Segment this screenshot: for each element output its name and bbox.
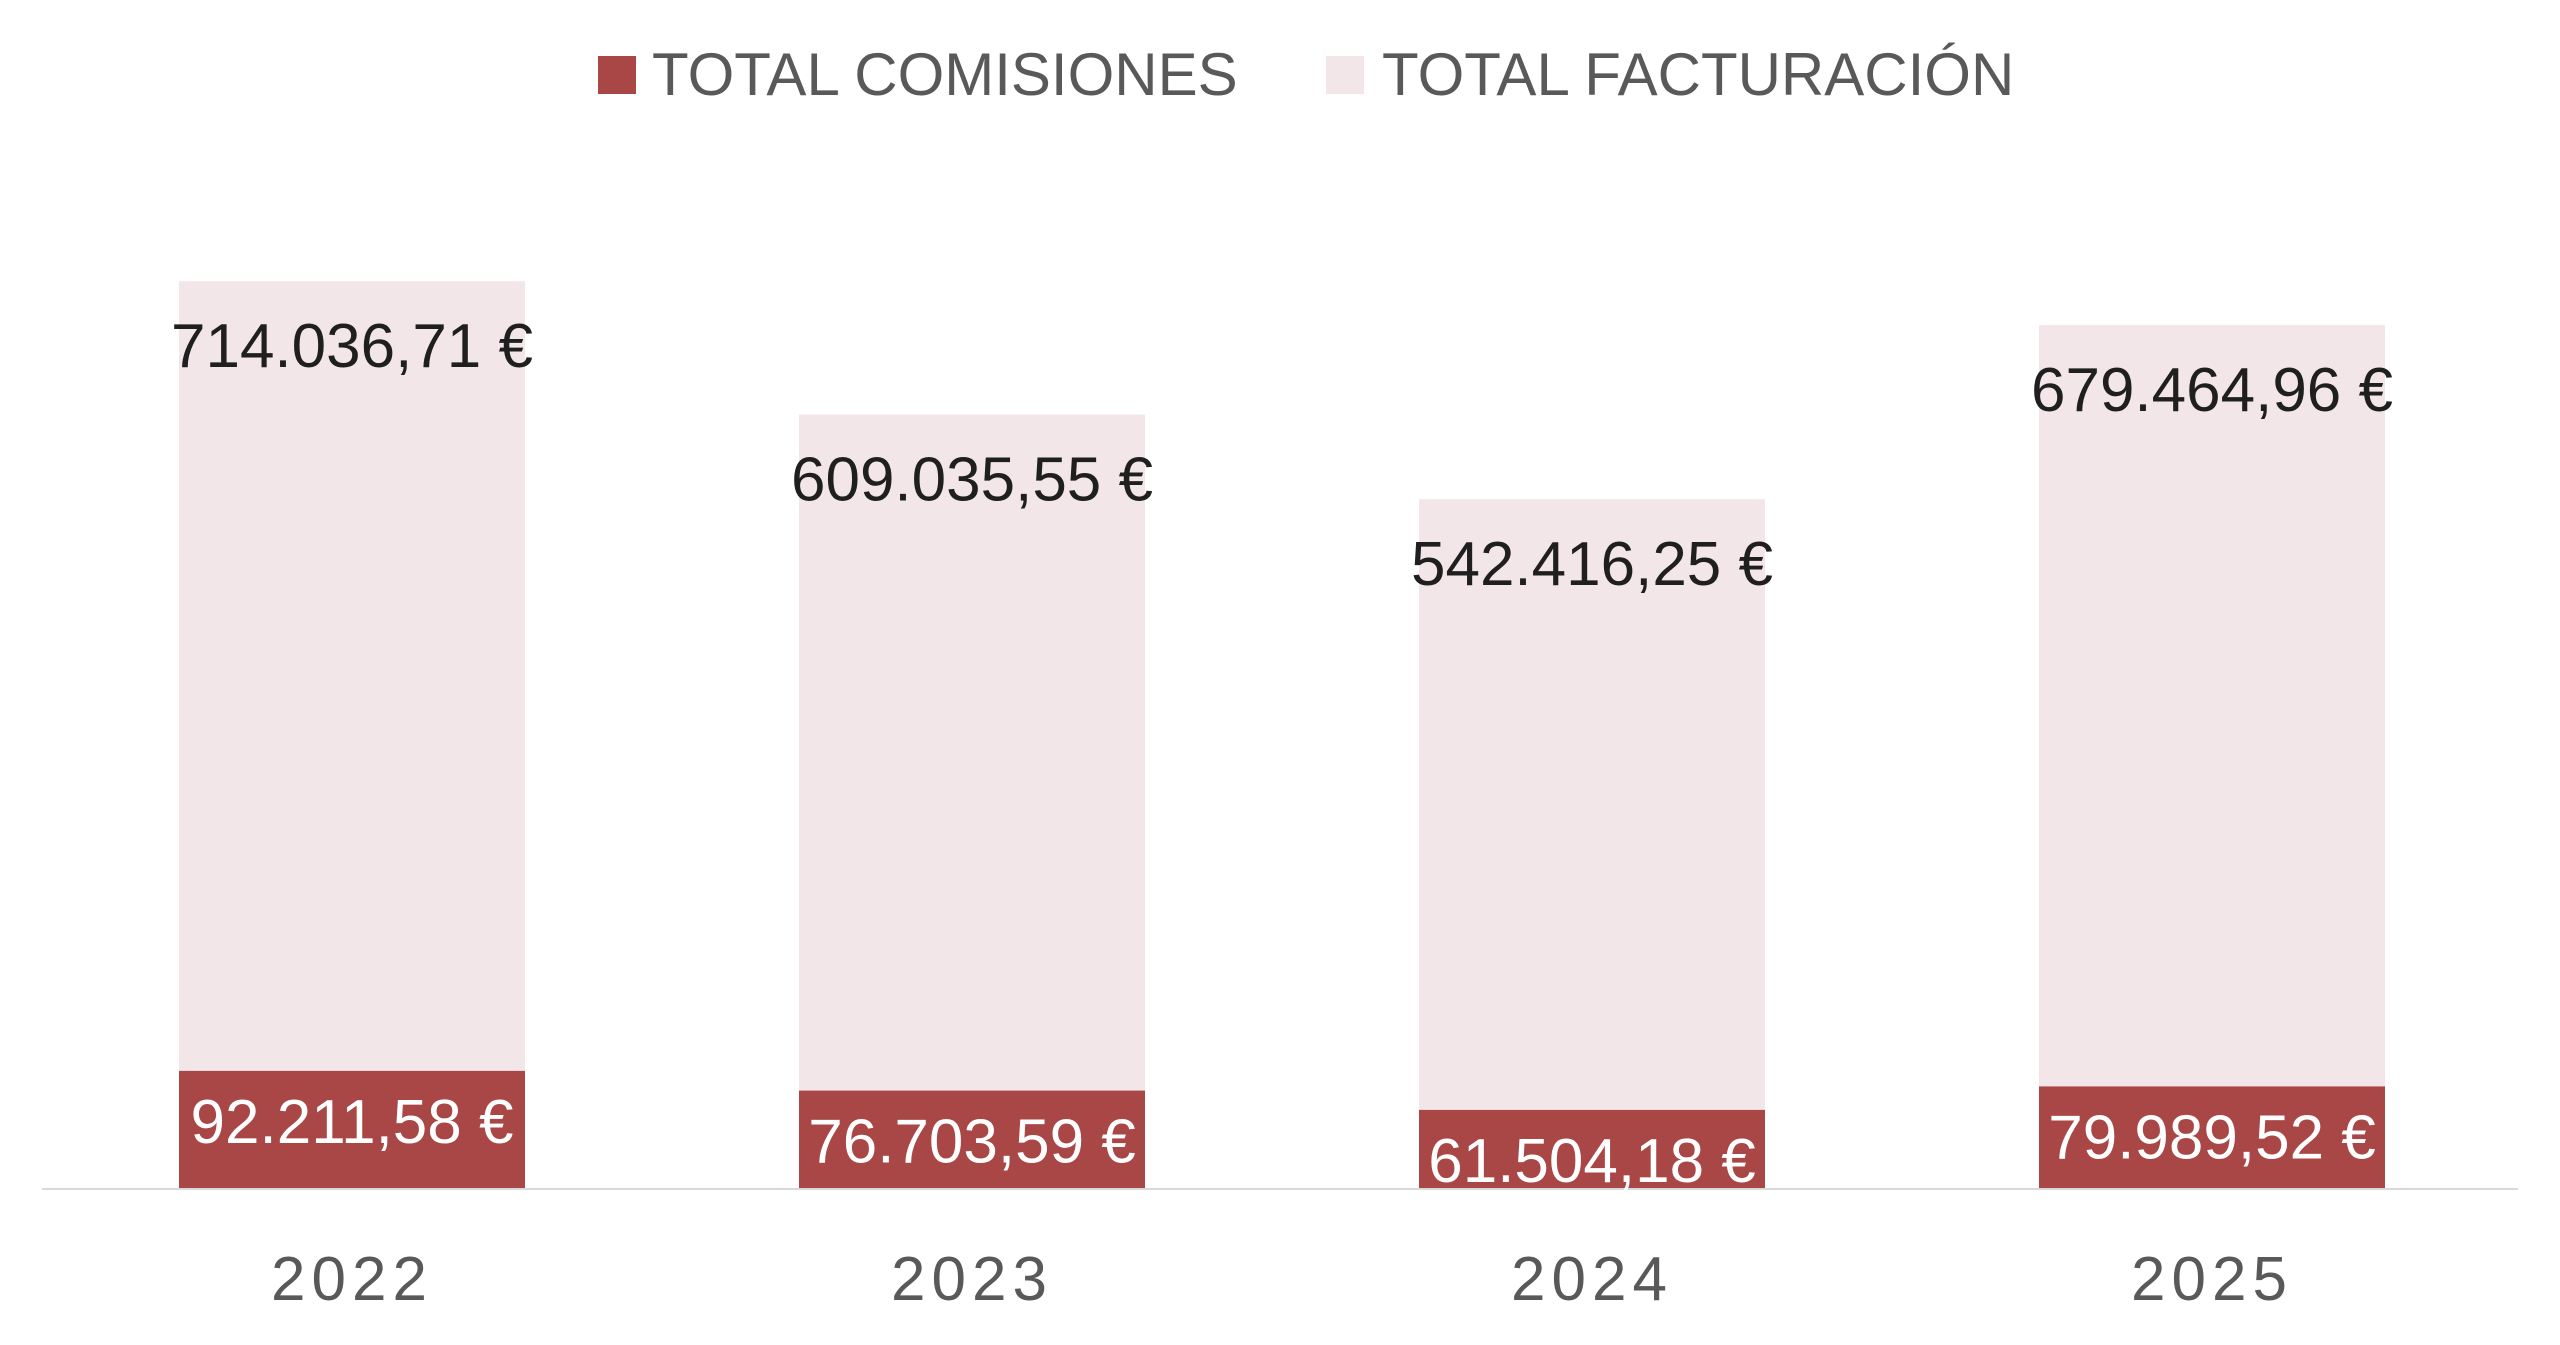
data-label-comisiones-2023: 76.703,59 € <box>808 1108 1136 1177</box>
data-label-facturacion-2025: 679.464,96 € <box>2031 356 2393 425</box>
legend-label-comisiones: TOTAL COMISIONES <box>652 41 1238 108</box>
bar-comisiones-2023 <box>799 1090 1145 1188</box>
bar-comisiones-2025 <box>2039 1086 2385 1188</box>
data-label-comisiones-2022: 92.211,58 € <box>191 1088 514 1157</box>
bar-comisiones-2022 <box>179 1070 525 1188</box>
bar-facturacion-2025 <box>2039 325 2385 1189</box>
bar-facturacion-2022 <box>179 281 525 1189</box>
data-label-facturacion-2024: 542.416,25 € <box>1411 530 1773 599</box>
data-label-comisiones-2025: 79.989,52 € <box>2048 1103 2376 1172</box>
data-label-facturacion-2023: 609.035,55 € <box>791 446 1153 515</box>
legend-swatch-comisiones <box>598 56 636 94</box>
x-tick-label-2022: 2022 <box>271 1245 433 1314</box>
legend: TOTAL COMISIONES TOTAL FACTURACIÓN <box>598 41 2014 108</box>
x-tick-label-2023: 2023 <box>891 1245 1053 1314</box>
legend-label-facturacion: TOTAL FACTURACIÓN <box>1382 41 2014 108</box>
x-tick-label-2025: 2025 <box>2131 1245 2293 1314</box>
data-label-comisiones-2024: 61.504,18 € <box>1428 1127 1756 1196</box>
labels-group: 714.036,71 € 92.211,58 € 2022 609.035,55 € 7… <box>171 312 2393 1314</box>
bar-facturacion-2023 <box>799 414 1145 1188</box>
bars-group <box>179 281 2385 1189</box>
bar-comisiones-2024 <box>1419 1109 1765 1188</box>
bar-facturacion-2024 <box>1419 499 1765 1188</box>
legend-swatch-facturacion <box>1326 56 1364 94</box>
x-tick-label-2024: 2024 <box>1511 1245 1673 1314</box>
data-label-facturacion-2022: 714.036,71 € <box>171 312 533 381</box>
